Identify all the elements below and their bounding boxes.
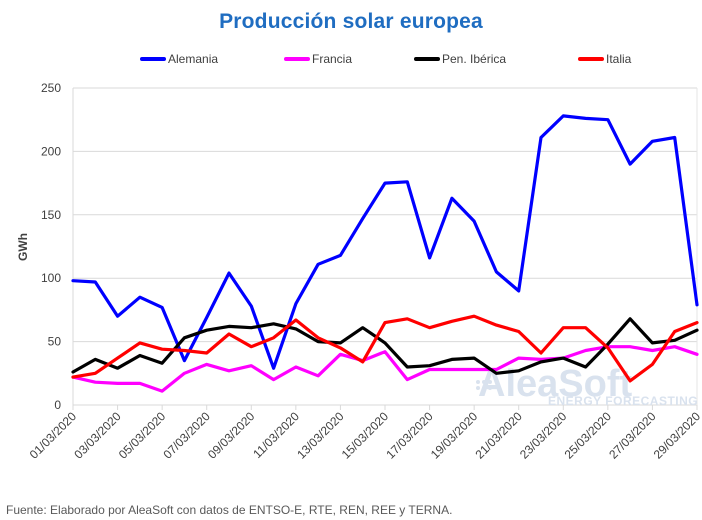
x-tick-label: 09/03/2020 xyxy=(205,409,258,462)
y-tick-label: 50 xyxy=(48,335,62,349)
x-tick-label: 25/03/2020 xyxy=(562,409,615,462)
watermark-brand: AleaSoft xyxy=(478,363,632,405)
y-axis-ticks: 0 50 100 150 200 250 xyxy=(41,81,61,412)
watermark-dot xyxy=(476,380,480,384)
x-tick-label: 01/03/2020 xyxy=(27,409,80,462)
chart-title: Producción solar europea xyxy=(219,10,483,33)
series-lines xyxy=(71,114,699,393)
x-tick-label: 07/03/2020 xyxy=(160,409,213,462)
y-tick-label: 100 xyxy=(41,271,61,285)
watermark-dot xyxy=(482,386,486,390)
x-axis-ticks: 01/03/202003/03/202005/03/202007/03/2020… xyxy=(27,405,702,462)
watermark-dot xyxy=(482,380,486,384)
y-axis-label: GWh xyxy=(16,233,30,261)
series-line-alemania xyxy=(71,114,699,370)
watermark-tagline: ENERGY FORECASTING xyxy=(548,394,698,408)
x-tick-label: 03/03/2020 xyxy=(71,409,124,462)
legend-swatch-francia xyxy=(284,57,310,61)
legend-label-francia: Francia xyxy=(312,52,353,66)
x-tick-label: 13/03/2020 xyxy=(294,409,347,462)
legend-swatch-italia xyxy=(578,57,604,61)
x-tick-label: 17/03/2020 xyxy=(383,409,436,462)
watermark-dot xyxy=(476,386,480,390)
legend-label-italia: Italia xyxy=(606,52,632,66)
legend-label-alemania: Alemania xyxy=(168,52,219,66)
x-tick-label: 19/03/2020 xyxy=(428,409,481,462)
series-line-pen-ib-rica xyxy=(71,317,699,375)
legend-item-alemania: Alemania xyxy=(140,52,218,66)
series-line-italia xyxy=(71,314,699,383)
legend-label-pen-iberica: Pen. Ibérica xyxy=(442,52,507,66)
series-line-francia xyxy=(71,345,699,393)
x-tick-label: 29/03/2020 xyxy=(651,409,702,462)
y-tick-label: 150 xyxy=(41,208,61,222)
chart-legend: Alemania Francia Pen. Ibérica Italia xyxy=(0,52,702,70)
y-tick-label: 0 xyxy=(54,398,61,412)
x-tick-label: 15/03/2020 xyxy=(339,409,392,462)
x-tick-label: 21/03/2020 xyxy=(472,409,525,462)
watermark: AleaSoft ENERGY FORECASTING xyxy=(476,363,698,408)
x-tick-label: 23/03/2020 xyxy=(517,409,570,462)
x-tick-label: 05/03/2020 xyxy=(116,409,169,462)
source-footer: Fuente: Elaborado por AleaSoft con datos… xyxy=(6,503,453,517)
watermark-dot xyxy=(488,386,492,390)
y-tick-label: 250 xyxy=(41,81,61,95)
legend-swatch-pen-iberica xyxy=(414,57,440,61)
y-tick-label: 200 xyxy=(41,144,61,158)
watermark-dot xyxy=(488,380,492,384)
legend-swatch-alemania xyxy=(140,57,166,61)
legend-item-pen-iberica: Pen. Ibérica xyxy=(414,52,506,66)
legend-item-italia: Italia xyxy=(578,52,631,66)
legend-item-francia: Francia xyxy=(284,52,352,66)
x-tick-label: 27/03/2020 xyxy=(606,409,659,462)
